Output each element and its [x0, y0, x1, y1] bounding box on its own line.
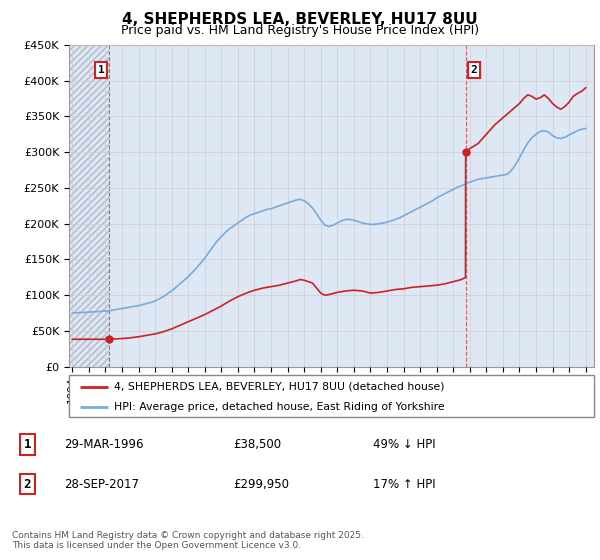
Text: HPI: Average price, detached house, East Riding of Yorkshire: HPI: Average price, detached house, East… [113, 402, 444, 412]
Text: £299,950: £299,950 [233, 478, 289, 491]
Text: Price paid vs. HM Land Registry's House Price Index (HPI): Price paid vs. HM Land Registry's House … [121, 24, 479, 37]
FancyBboxPatch shape [69, 375, 594, 417]
Text: 1: 1 [23, 438, 31, 451]
Text: 2: 2 [23, 478, 31, 491]
Text: Contains HM Land Registry data © Crown copyright and database right 2025.
This d: Contains HM Land Registry data © Crown c… [12, 531, 364, 550]
Text: 29-MAR-1996: 29-MAR-1996 [64, 438, 144, 451]
Text: £38,500: £38,500 [233, 438, 281, 451]
Text: 28-SEP-2017: 28-SEP-2017 [64, 478, 139, 491]
Text: 4, SHEPHERDS LEA, BEVERLEY, HU17 8UU (detached house): 4, SHEPHERDS LEA, BEVERLEY, HU17 8UU (de… [113, 382, 444, 392]
Text: 17% ↑ HPI: 17% ↑ HPI [373, 478, 436, 491]
Text: 1: 1 [98, 65, 104, 75]
Text: 4, SHEPHERDS LEA, BEVERLEY, HU17 8UU: 4, SHEPHERDS LEA, BEVERLEY, HU17 8UU [122, 12, 478, 27]
Text: 49% ↓ HPI: 49% ↓ HPI [373, 438, 436, 451]
Text: 2: 2 [470, 65, 478, 75]
